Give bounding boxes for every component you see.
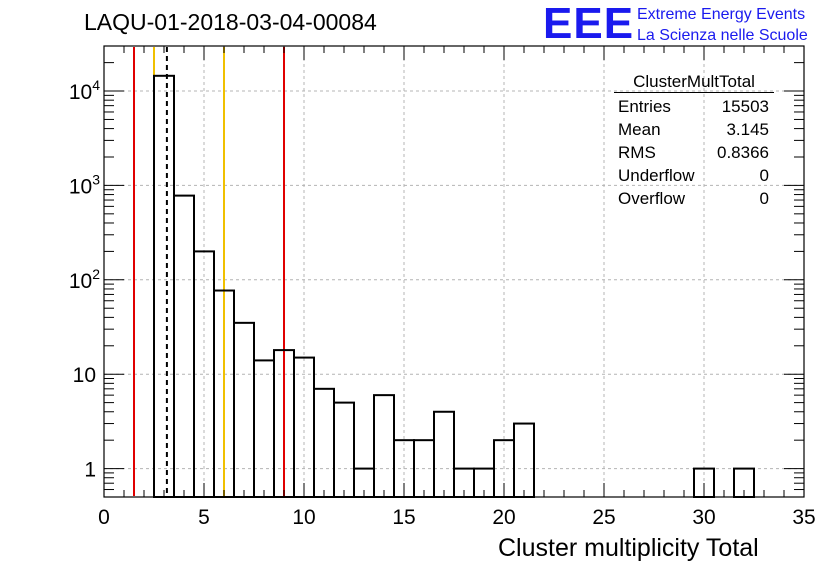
y-tick-label: 103 <box>69 171 100 198</box>
eee-logo: EEE <box>543 0 635 48</box>
stats-label: RMS <box>618 143 656 162</box>
x-tick-label: 15 <box>392 506 415 529</box>
stats-row-mean: Mean 3.145 <box>611 118 777 141</box>
x-axis-label: Cluster multiplicity Total <box>498 534 759 562</box>
stats-value: 0 <box>759 189 769 208</box>
histogram-bar <box>173 194 195 498</box>
histogram-bar <box>233 321 255 498</box>
plot-border <box>103 45 805 498</box>
histogram-bar <box>153 74 175 498</box>
eee-logo-line1: Extreme Energy Events <box>637 6 806 23</box>
y-tick-label: 1 <box>84 459 96 482</box>
stats-label: Overflow <box>618 189 686 208</box>
y-tick-label: 102 <box>69 266 100 293</box>
stats-value: 0.8366 <box>717 143 769 162</box>
stats-value: 0 <box>759 166 769 185</box>
x-tick-label: 10 <box>292 506 315 529</box>
stats-title-underline <box>614 92 774 93</box>
grid-lines <box>104 46 804 497</box>
plot-frame <box>103 45 805 498</box>
stats-row-rms: RMS 0.8366 <box>611 141 777 164</box>
histogram-bar <box>253 359 275 499</box>
marker-lines <box>133 47 285 496</box>
y-axis-ticks: 1 10 102 103 104 <box>69 45 804 498</box>
x-axis-ticks: 0 5 10 15 20 25 30 35 <box>98 46 816 529</box>
histogram-bar <box>373 394 395 498</box>
y-tick-label: 104 <box>69 77 100 104</box>
histogram-bar <box>313 387 335 499</box>
stats-box: ClusterMultTotal Entries 15503 Mean 3.14… <box>611 72 777 210</box>
eee-logo-text: Extreme Energy Events La Scienza nelle S… <box>637 4 808 46</box>
x-tick-label: 30 <box>692 506 715 529</box>
y-tick-label: 10 <box>73 364 96 387</box>
x-tick-label: 35 <box>792 506 815 529</box>
chart-title: LAQU-01-2018-03-04-00084 <box>84 9 377 35</box>
stats-row-overflow: Overflow 0 <box>611 187 777 210</box>
stats-row-underflow: Underflow 0 <box>611 164 777 187</box>
histogram-bar <box>433 410 455 498</box>
stats-value: 15503 <box>721 97 769 116</box>
eee-logo-line2: La Scienza nelle Scuole <box>637 27 808 44</box>
x-tick-label: 25 <box>592 506 615 529</box>
histogram-bars <box>153 74 755 499</box>
histogram-bar <box>513 422 535 498</box>
stats-label: Mean <box>618 120 661 139</box>
x-tick-label: 20 <box>492 506 515 529</box>
x-tick-label: 0 <box>98 506 110 529</box>
stats-value: 3.145 <box>726 120 769 139</box>
stats-label: Underflow <box>618 166 695 185</box>
histogram-bar <box>333 401 355 498</box>
stats-label: Entries <box>618 97 671 116</box>
stats-row-entries: Entries 15503 <box>611 95 777 118</box>
x-tick-label: 5 <box>198 506 210 529</box>
stats-title: ClusterMultTotal <box>633 72 755 91</box>
